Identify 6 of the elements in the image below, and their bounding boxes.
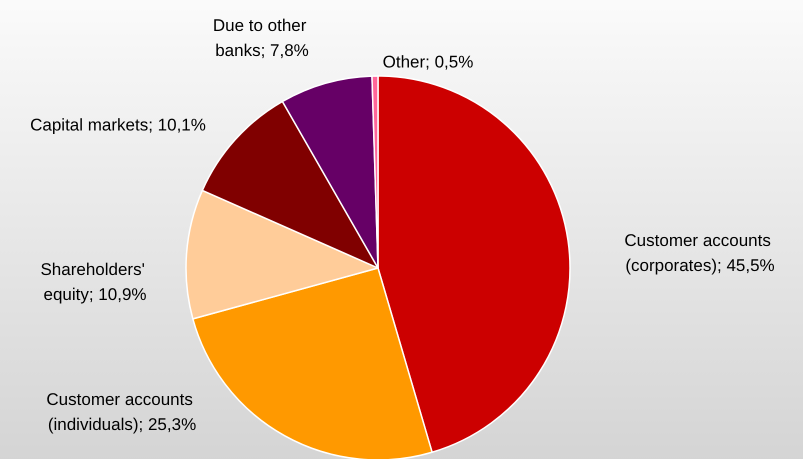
slice-label: Capital markets; 10,1% [30, 116, 206, 134]
slice-label: Customer accounts (individuals); 25,3% [46, 390, 198, 434]
slice-label: Customer accounts (corporates); 45,5% [624, 231, 776, 275]
slice-label: Due to other banks; 7,8% [212, 16, 312, 60]
slice-label: Other; 0,5% [382, 52, 474, 72]
slice-label: Shareholders' equity; 10,9% [40, 260, 150, 304]
